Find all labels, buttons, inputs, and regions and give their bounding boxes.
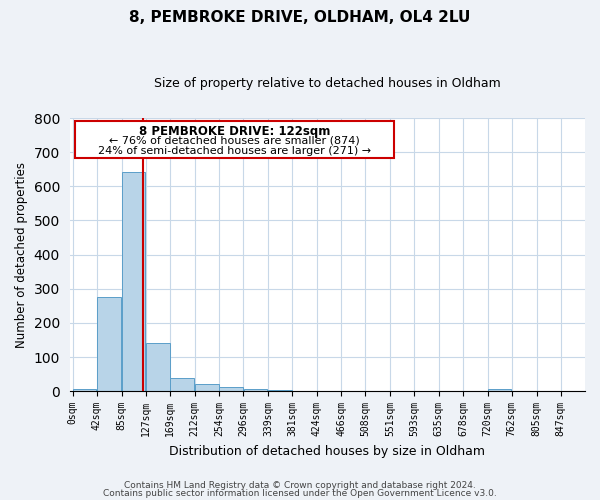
Bar bbox=[122, 172, 145, 391]
Bar bbox=[170, 378, 194, 391]
Y-axis label: Number of detached properties: Number of detached properties bbox=[15, 162, 28, 348]
Bar bbox=[268, 390, 292, 391]
Text: Contains public sector information licensed under the Open Government Licence v3: Contains public sector information licen… bbox=[103, 488, 497, 498]
Text: 8 PEMBROKE DRIVE: 122sqm: 8 PEMBROKE DRIVE: 122sqm bbox=[139, 125, 330, 138]
Bar bbox=[220, 387, 243, 391]
Text: ← 76% of detached houses are smaller (874): ← 76% of detached houses are smaller (87… bbox=[109, 136, 360, 146]
Title: Size of property relative to detached houses in Oldham: Size of property relative to detached ho… bbox=[154, 78, 501, 90]
Bar bbox=[488, 390, 511, 391]
Bar bbox=[146, 344, 170, 391]
Bar bbox=[97, 298, 121, 391]
Bar bbox=[73, 389, 97, 391]
X-axis label: Distribution of detached houses by size in Oldham: Distribution of detached houses by size … bbox=[169, 444, 485, 458]
Text: 24% of semi-detached houses are larger (271) →: 24% of semi-detached houses are larger (… bbox=[98, 146, 371, 156]
Bar bbox=[244, 389, 267, 391]
FancyBboxPatch shape bbox=[75, 121, 394, 158]
Bar bbox=[195, 384, 218, 391]
Text: 8, PEMBROKE DRIVE, OLDHAM, OL4 2LU: 8, PEMBROKE DRIVE, OLDHAM, OL4 2LU bbox=[130, 10, 470, 25]
Text: Contains HM Land Registry data © Crown copyright and database right 2024.: Contains HM Land Registry data © Crown c… bbox=[124, 481, 476, 490]
